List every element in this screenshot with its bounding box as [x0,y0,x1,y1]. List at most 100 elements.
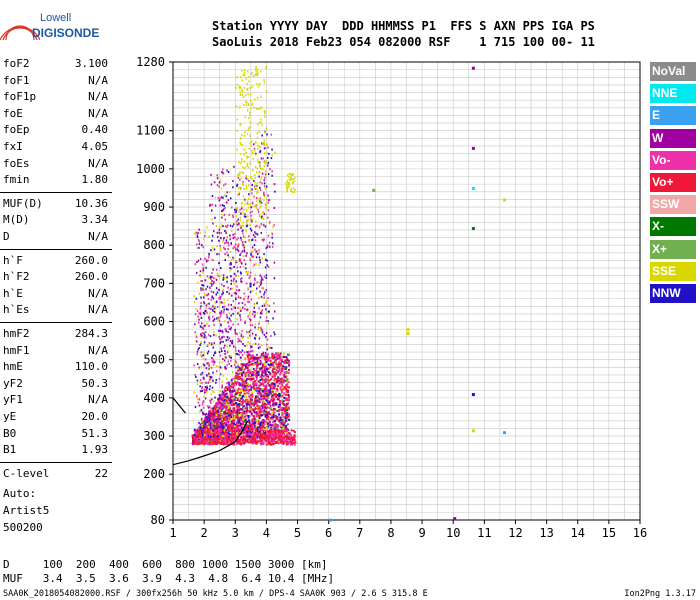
echo-point [252,404,255,407]
echo-point [236,223,239,226]
echo-point [259,213,261,216]
echo-point [204,257,206,260]
echo-point [263,217,265,220]
echo-point [263,238,265,241]
echo-point [255,232,257,235]
echo-point [252,419,255,422]
echo-point [243,386,246,389]
echo-point [234,395,237,398]
echo-point [238,331,241,334]
echo-point [221,213,223,216]
echo-point [202,264,205,267]
echo-point [243,208,245,211]
echo-point [249,440,252,443]
echo-point [241,224,243,227]
echo-point [203,434,206,437]
echo-point [281,391,284,394]
x-tick-label: 9 [418,526,425,540]
echo-point [246,400,249,403]
echo-point [273,331,275,334]
echo-point [251,188,253,191]
echo-point [237,418,240,421]
echo-point [236,194,239,197]
echo-point [249,430,252,433]
echo-point [205,288,207,291]
echo-point [259,149,262,152]
echo-point [229,409,232,412]
echo-point [196,395,198,398]
echo-point [249,126,251,129]
echo-point [235,388,238,391]
echo-point [251,289,254,292]
echo-point [247,441,250,444]
echo-point [260,198,263,201]
echo-point [279,373,282,376]
echo-point [211,437,214,440]
echo-point [244,439,247,442]
echo-point [222,340,224,343]
echo-point [223,246,225,249]
echo-point [239,296,242,299]
echo-point [266,428,269,431]
echo-point [207,406,210,409]
echo-point [202,284,205,287]
echo-point [222,225,224,228]
echo-point [218,413,220,416]
echo-point [274,394,277,397]
echo-point [242,394,245,397]
echo-point [221,216,223,219]
echo-point [228,337,231,340]
echo-point [213,410,216,413]
echo-point [245,379,248,382]
echo-point [277,376,280,379]
echo-point [215,406,217,409]
echo-point [244,228,247,231]
echo-point [247,361,250,364]
echo-point [252,265,255,268]
echo-point [218,421,221,424]
echo-point [255,152,257,155]
echo-point [238,173,241,176]
echo-point [263,182,266,185]
echo-point [263,438,266,441]
echo-point [238,442,241,445]
echo-point [230,275,232,278]
echo-point [218,275,221,278]
echo-point [208,410,211,413]
echo-point [236,422,238,425]
echo-point [200,408,203,411]
echo-point [248,257,251,260]
echo-point [262,193,265,196]
echo-point [252,427,255,430]
echo-point [269,373,272,376]
echo-point [236,83,238,86]
echo-point [265,384,268,387]
echo-point [280,372,283,375]
echo-point [226,432,229,435]
echo-point [210,423,213,426]
echo-point [247,398,250,401]
echo-point [269,390,271,393]
echo-point [202,287,204,290]
echo-point [236,333,238,336]
echo-point [242,370,245,373]
echo-point [248,421,251,424]
param-value: N/A [88,106,108,120]
echo-point [246,224,249,227]
echo-point [218,361,221,364]
echo-point [228,430,231,433]
echo-point [251,430,254,433]
echo-point [232,300,235,303]
echo-point [258,368,260,371]
echo-point [257,346,260,349]
echo-point [212,346,214,349]
echo-point [198,347,201,350]
echo-point [264,369,267,372]
echo-point [229,250,232,253]
echo-point [238,351,241,354]
echo-point [212,319,215,322]
echo-point [251,393,254,396]
x-tick-label: 12 [508,526,522,540]
echo-point [230,242,232,245]
echo-point [282,356,285,359]
